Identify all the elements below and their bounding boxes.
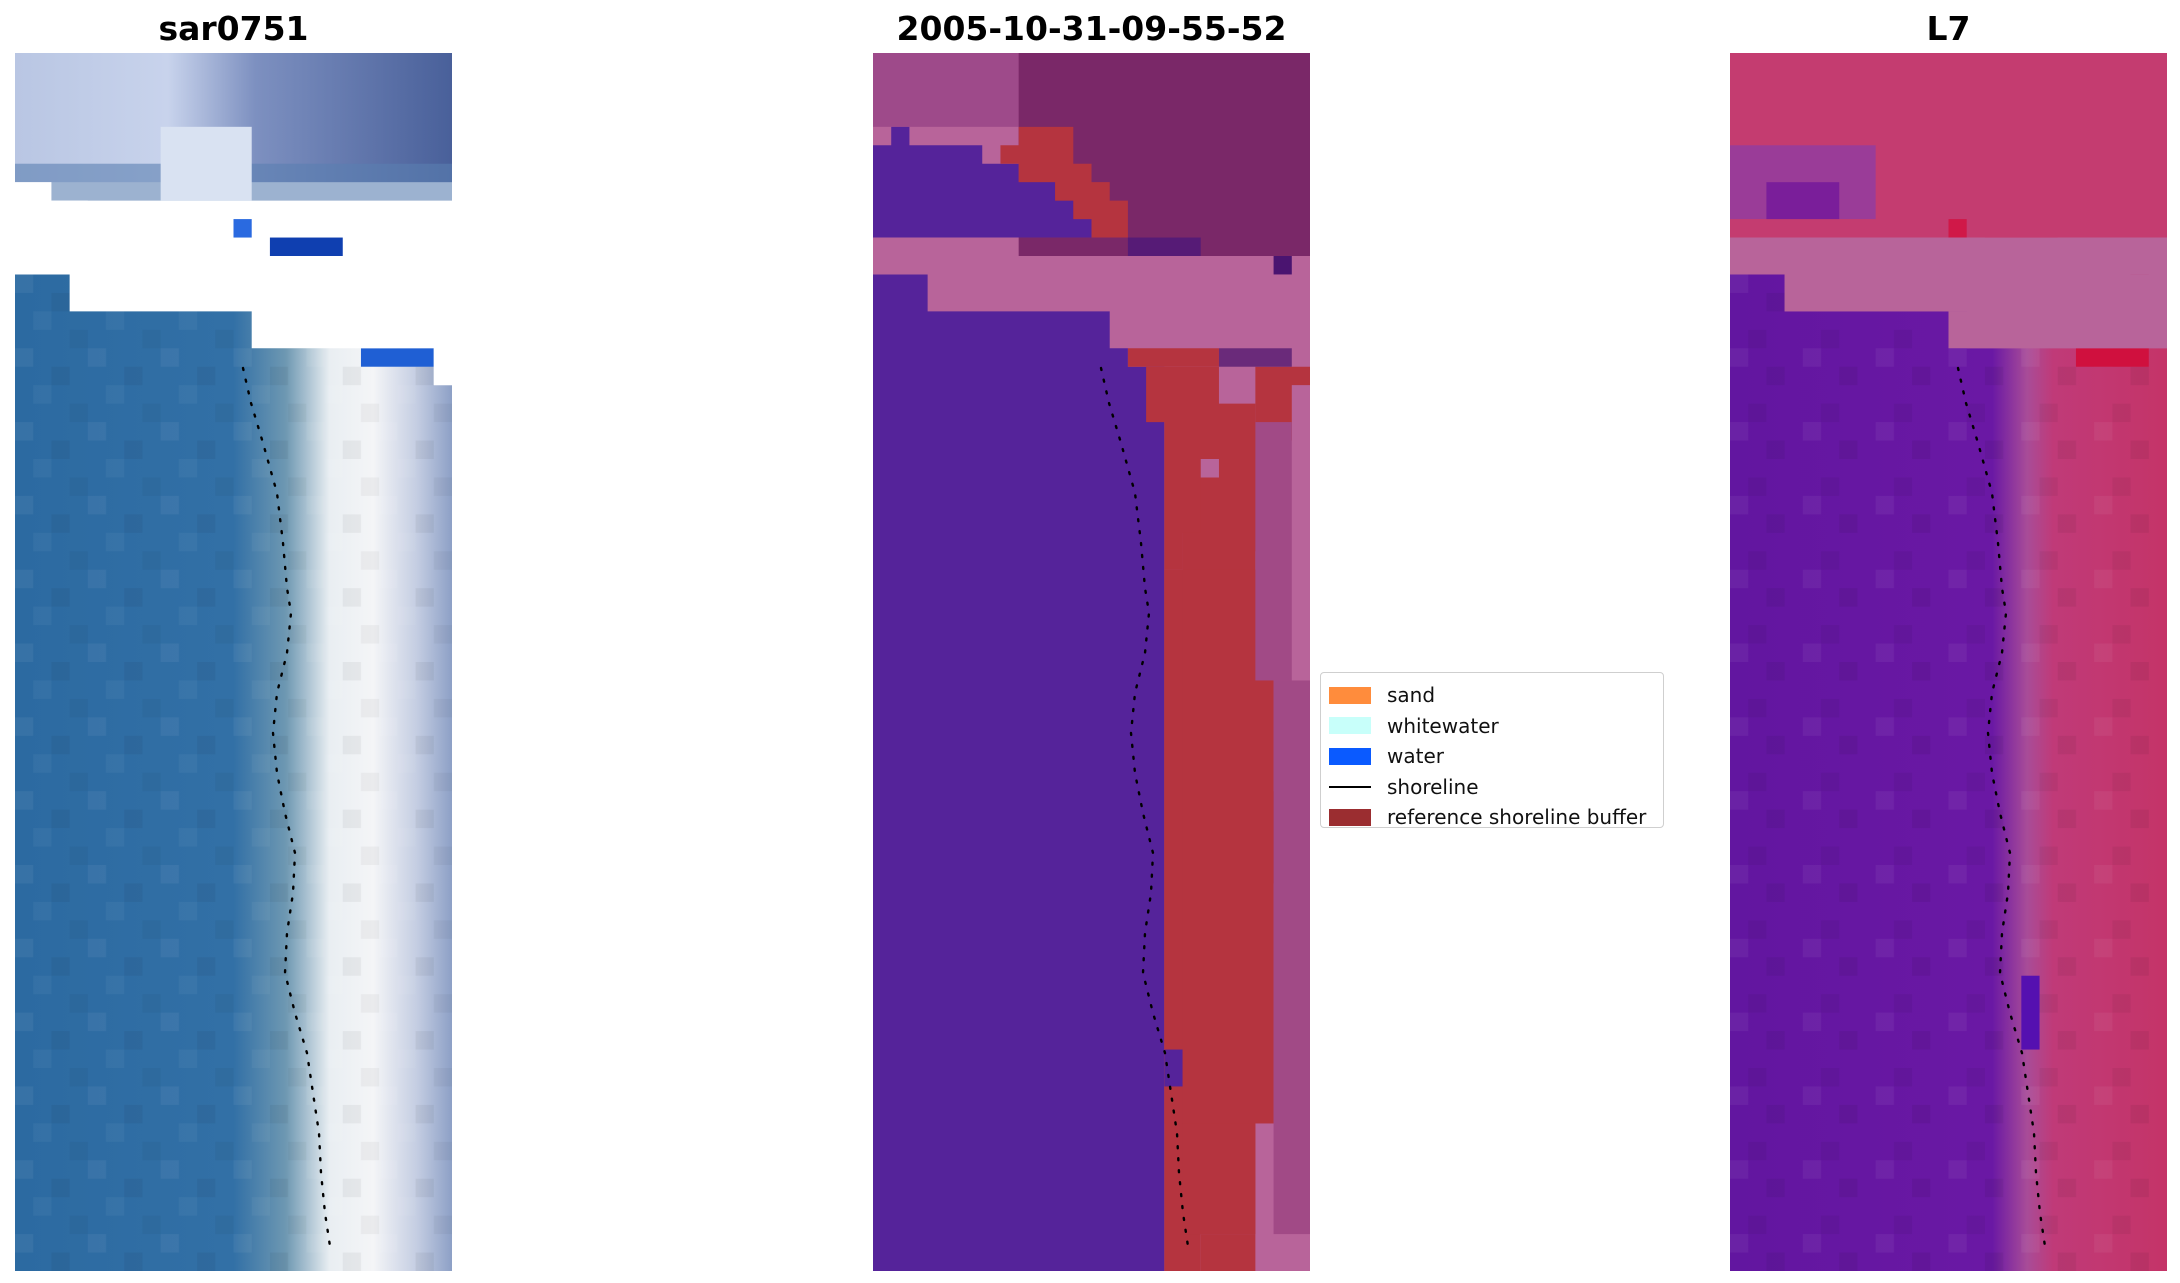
- legend-swatch-shoreline: [1329, 785, 1371, 788]
- legend-label-whitewater: whitewater: [1387, 713, 1499, 738]
- index-image: [1730, 53, 2167, 1271]
- legend-swatch-sand: [1329, 686, 1371, 704]
- legend-swatch-reference-buffer: [1329, 808, 1371, 826]
- index-panel: [1730, 53, 2167, 1271]
- title-index: L7: [1926, 9, 1971, 48]
- rgb-image: [15, 53, 452, 1271]
- classification-image: [873, 53, 1310, 1271]
- legend-item-water: water: [1329, 741, 1655, 772]
- legend-item-reference-buffer: reference shoreline buffer: [1329, 802, 1655, 833]
- title-rgb: sar0751: [158, 9, 309, 48]
- legend-item-sand: sand: [1329, 680, 1655, 711]
- legend-item-shoreline: shoreline: [1329, 772, 1655, 803]
- classification-panel: [873, 53, 1310, 1271]
- legend-swatch-water: [1329, 747, 1371, 765]
- legend-label-sand: sand: [1387, 683, 1436, 708]
- legend-label-shoreline: shoreline: [1387, 774, 1479, 799]
- legend-label-water: water: [1387, 744, 1444, 769]
- shoreline-overlay-classification: [1099, 366, 1191, 1255]
- legend-swatch-whitewater: [1329, 717, 1371, 735]
- legend-label-reference-buffer: reference shoreline buffer: [1387, 805, 1647, 830]
- shoreline-overlay-rgb: [241, 366, 333, 1255]
- shoreline-overlay-index: [1956, 366, 2048, 1255]
- title-classification: 2005-10-31-09-55-52: [896, 9, 1287, 48]
- rgb-image-panel: [15, 53, 452, 1271]
- legend: sand whitewater water shoreline referenc…: [1320, 672, 1664, 829]
- legend-item-whitewater: whitewater: [1329, 711, 1655, 742]
